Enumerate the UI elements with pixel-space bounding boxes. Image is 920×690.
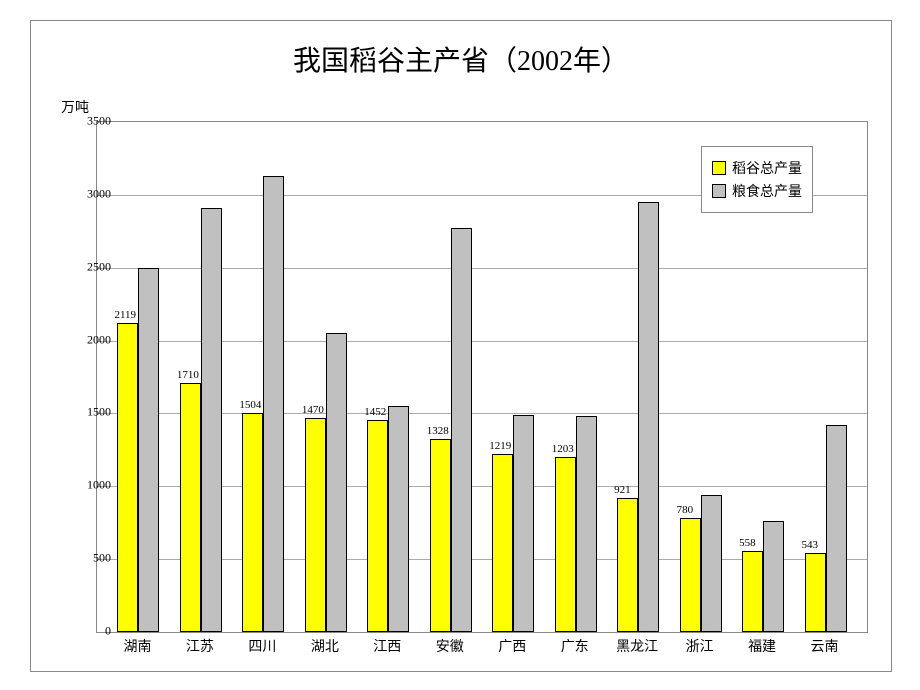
y-tick-label: 3000 xyxy=(61,186,111,201)
bar-value-label: 1203 xyxy=(552,443,574,455)
bar xyxy=(201,208,222,632)
legend-item: 粮食总产量 xyxy=(712,181,802,201)
chart-container: 我国稻谷主产省（2002年） 万吨 2119171015041470145213… xyxy=(30,20,892,672)
bar-group: 1710 xyxy=(180,208,222,632)
y-tick-label: 3500 xyxy=(61,114,111,129)
y-tick-label: 0 xyxy=(61,624,111,639)
bar-group: 1219 xyxy=(492,415,534,632)
bar xyxy=(826,425,847,632)
bar-value-label: 2119 xyxy=(114,309,136,321)
bar xyxy=(451,228,472,632)
bar-value-label: 780 xyxy=(677,504,694,516)
x-tick-label: 四川 xyxy=(248,636,276,656)
bar xyxy=(638,202,659,632)
legend-item: 稻谷总产量 xyxy=(712,158,802,178)
y-tick-label: 2500 xyxy=(61,259,111,274)
bar xyxy=(701,495,722,632)
x-tick-label: 云南 xyxy=(811,636,839,656)
legend: 稻谷总产量粮食总产量 xyxy=(701,146,813,213)
x-tick-label: 浙江 xyxy=(686,636,714,656)
x-tick-label: 湖北 xyxy=(311,636,339,656)
bar-value-label: 1710 xyxy=(177,369,199,381)
x-tick-label: 江苏 xyxy=(186,636,214,656)
bar-group: 2119 xyxy=(117,268,159,632)
x-tick-label: 广西 xyxy=(498,636,526,656)
bar-value-label: 1504 xyxy=(239,399,261,411)
bar: 1219 xyxy=(492,454,513,632)
legend-swatch xyxy=(712,161,726,175)
bar: 1328 xyxy=(430,439,451,633)
legend-swatch xyxy=(712,184,726,198)
y-tick-label: 2000 xyxy=(61,332,111,347)
bar-value-label: 1328 xyxy=(427,425,449,437)
x-tick-label: 黑龙江 xyxy=(616,636,658,656)
x-tick-label: 江西 xyxy=(373,636,401,656)
bar-value-label: 1470 xyxy=(302,404,324,416)
legend-label: 粮食总产量 xyxy=(732,181,802,201)
x-tick-label: 安徽 xyxy=(436,636,464,656)
y-tick-label: 500 xyxy=(61,551,111,566)
bar: 558 xyxy=(742,551,763,632)
bar xyxy=(513,415,534,632)
x-tick-label: 广东 xyxy=(561,636,589,656)
bar xyxy=(763,521,784,632)
y-tick-label: 1000 xyxy=(61,478,111,493)
bar-value-label: 1219 xyxy=(489,440,511,452)
bar xyxy=(138,268,159,632)
bar: 921 xyxy=(617,498,638,632)
bar xyxy=(326,333,347,632)
bar-group: 780 xyxy=(680,495,722,632)
legend-label: 稻谷总产量 xyxy=(732,158,802,178)
bar-group: 558 xyxy=(742,521,784,632)
bar-group: 1470 xyxy=(305,333,347,632)
bar: 1452 xyxy=(367,420,388,632)
y-tick-label: 1500 xyxy=(61,405,111,420)
bar-group: 1328 xyxy=(430,228,472,632)
bar: 1470 xyxy=(305,418,326,632)
bar: 1203 xyxy=(555,457,576,632)
bar-group: 1504 xyxy=(242,176,284,632)
chart-title: 我国稻谷主产省（2002年） xyxy=(31,39,891,79)
bar-group: 1452 xyxy=(367,406,409,632)
bar: 780 xyxy=(680,518,701,632)
bar: 1710 xyxy=(180,383,201,632)
bar: 2119 xyxy=(117,323,138,632)
bar-value-label: 1452 xyxy=(364,406,386,418)
bar xyxy=(263,176,284,632)
bar-group: 1203 xyxy=(555,416,597,632)
bar-value-label: 558 xyxy=(739,537,756,549)
bar: 543 xyxy=(805,553,826,632)
x-tick-label: 湖南 xyxy=(123,636,151,656)
x-tick-label: 福建 xyxy=(748,636,776,656)
bar xyxy=(576,416,597,632)
bar xyxy=(388,406,409,632)
bar-value-label: 543 xyxy=(802,539,819,551)
bar: 1504 xyxy=(242,413,263,632)
bar-group: 921 xyxy=(617,202,659,632)
bar-value-label: 921 xyxy=(614,484,631,496)
bar-group: 543 xyxy=(805,425,847,632)
